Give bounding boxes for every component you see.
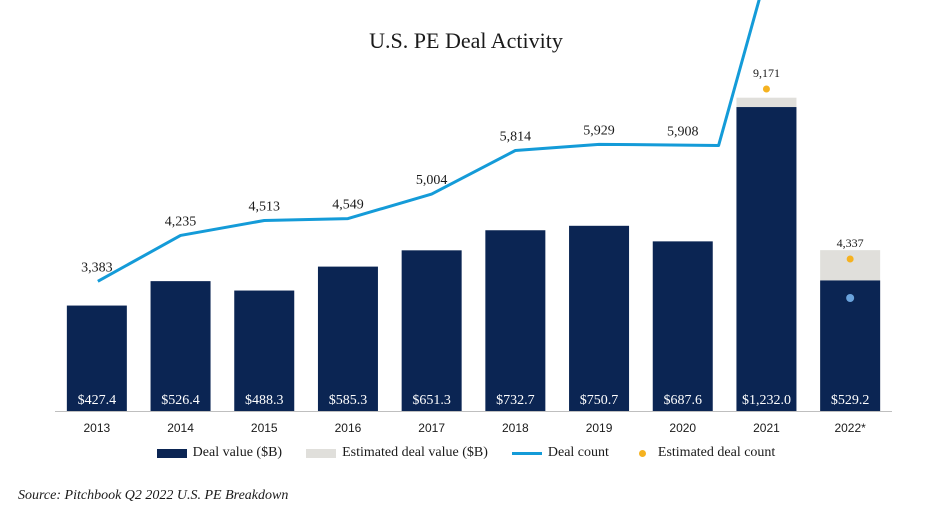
deal-value-bar xyxy=(820,280,881,411)
x-tick-label: 2017 xyxy=(418,421,445,435)
deal-value-bar xyxy=(317,266,378,411)
deal-value-label: $687.6 xyxy=(664,393,703,408)
deal-count-ytd-dot xyxy=(846,294,855,302)
legend-label-estimated-deal-value: Estimated deal value ($B) xyxy=(342,445,488,460)
legend-item-estimated-deal-value: Estimated deal value ($B) xyxy=(306,445,488,461)
deal-value-bar xyxy=(736,107,797,411)
source-note: Source: Pitchbook Q2 2022 U.S. PE Breakd… xyxy=(18,488,289,503)
legend-item-deal-value: Deal value ($B) xyxy=(156,445,283,461)
deal-value-label: $526.4 xyxy=(161,393,200,408)
legend-swatch-deal-value xyxy=(156,448,187,458)
legend-label-deal-count: Deal count xyxy=(547,445,609,460)
deal-value-label: $732.7 xyxy=(496,393,535,408)
deal-count-label: 5,004 xyxy=(416,173,448,188)
legend-swatch-estimated-deal-count xyxy=(638,449,646,457)
x-tick-label: 2018 xyxy=(502,421,529,435)
deal-value-label: $750.7 xyxy=(580,393,619,408)
chart-legend: Deal value ($B) Estimated deal value ($B… xyxy=(0,443,932,463)
x-tick-label: 2020 xyxy=(669,421,696,435)
deal-value-label: $585.3 xyxy=(329,393,368,408)
deal-value-bar xyxy=(234,290,295,411)
legend-swatch-deal-count xyxy=(511,451,542,455)
deal-value-bar xyxy=(569,225,630,411)
deal-count-label: 5,814 xyxy=(500,130,532,145)
chart-title: U.S. PE Deal Activity xyxy=(369,28,563,53)
x-tick-label: 2016 xyxy=(335,421,362,435)
x-tick-label: 2019 xyxy=(586,421,613,435)
deal-value-bar xyxy=(150,281,211,411)
legend-label-estimated-deal-count: Estimated deal count xyxy=(657,445,776,460)
estimated-deal-count-dot xyxy=(762,85,770,93)
deal-count-label: 4,235 xyxy=(165,214,197,229)
deal-value-label: $427.4 xyxy=(78,393,117,408)
x-tick-label: 2014 xyxy=(167,421,194,435)
x-tick-label: 2015 xyxy=(251,421,278,435)
legend-item-estimated-deal-count: Estimated deal count xyxy=(633,445,775,461)
deal-count-label: 5,908 xyxy=(667,124,699,139)
legend-label-deal-value: Deal value ($B) xyxy=(192,445,283,460)
deal-count-label: 4,513 xyxy=(249,200,281,215)
estimated-deal-count-dot xyxy=(846,255,854,263)
x-tick-label: 2013 xyxy=(83,421,110,435)
deal-value-bar xyxy=(401,250,462,411)
deal-value-bar xyxy=(66,305,127,411)
legend-item-deal-count: Deal count xyxy=(511,445,609,461)
deal-count-label: 5,929 xyxy=(583,123,615,138)
deal-value-label: $1,232.0 xyxy=(742,393,791,408)
deal-value-label: $488.3 xyxy=(245,393,284,408)
deal-count-label: 4,549 xyxy=(332,198,364,213)
deal-count-line xyxy=(97,0,761,283)
x-tick-label: 2021 xyxy=(753,421,780,435)
estimated-deal-count-label: 4,337 xyxy=(837,236,864,250)
chart-plot: $427.4 $526.4 $488.3 $585.3 $651.3 $732.7 $750… xyxy=(55,0,892,435)
legend-swatch-estimated-deal-value xyxy=(306,448,337,458)
deal-count-label: 3,383 xyxy=(81,260,113,275)
x-tick-label: 2022* xyxy=(834,421,866,435)
deal-count-label: 9,171 xyxy=(753,66,780,80)
deal-value-label: $651.3 xyxy=(412,393,451,408)
deal-value-bar xyxy=(485,230,546,411)
deal-value-label: $529.2 xyxy=(831,393,870,408)
deal-value-bar xyxy=(652,241,713,411)
